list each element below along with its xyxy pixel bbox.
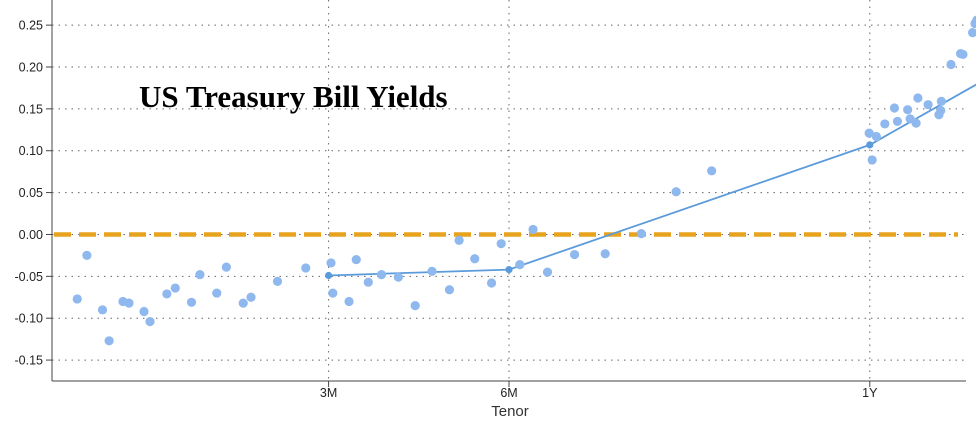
scatter-point (958, 49, 968, 60)
scatter-point (97, 305, 108, 315)
y-tick-label: 0.10 (19, 144, 43, 158)
scatter-point (671, 187, 681, 197)
scatter-point (946, 59, 956, 70)
scatter-point (444, 285, 455, 295)
scatter-point (892, 116, 903, 127)
scatter-point (454, 235, 464, 245)
scatter-point (968, 28, 976, 38)
scatter-point (528, 224, 538, 235)
chart-title: US Treasury Bill Yields (139, 79, 448, 114)
curve-node (866, 141, 874, 149)
scatter-point (903, 105, 913, 115)
scatter-point (923, 100, 933, 110)
scatter-point (195, 270, 205, 280)
scatter-point (376, 270, 387, 280)
scatter-point (600, 249, 610, 259)
scatter-point (470, 254, 480, 264)
scatter-point (542, 267, 553, 277)
scatter-point (351, 254, 361, 265)
scatter-point (427, 266, 437, 276)
curve-node (505, 266, 513, 274)
scatter-point (486, 278, 497, 288)
scatter-point (212, 288, 222, 298)
y-tick-label: 0.25 (19, 19, 43, 33)
axes: 0.25 0.20 0.15 0.10 0.05 0.00 -0.05 -0.10 -0.15 3… (15, 0, 966, 400)
scatter-point (515, 260, 525, 270)
scatter-point (880, 119, 890, 129)
y-tick-label: -0.10 (15, 312, 44, 326)
y-tick-label: 0.15 (19, 102, 43, 116)
scatter-point (221, 262, 231, 272)
y-tick-label: 0.20 (19, 60, 43, 74)
scatter-series (72, 15, 976, 346)
scatter-point (186, 297, 197, 307)
scatter-point (145, 316, 155, 327)
scatter-point (867, 155, 877, 165)
scatter-point (871, 131, 882, 142)
x-axis-label: Tenor (491, 403, 529, 420)
scatter-point (162, 289, 172, 299)
scatter-point (326, 258, 336, 268)
yield-curve-line (328, 83, 976, 277)
y-tick-label: -0.05 (15, 270, 44, 284)
y-tick-label: 0.05 (19, 186, 43, 200)
scatter-point (301, 263, 311, 273)
x-tick-label: 3M (320, 386, 337, 400)
scatter-point (864, 128, 874, 138)
scatter-point (569, 249, 580, 260)
curve-line-series (325, 83, 976, 280)
scatter-point (238, 298, 248, 308)
scatter-point (889, 103, 900, 113)
scatter-point (707, 166, 717, 176)
scatter-point (124, 298, 134, 308)
x-tick-label: 6M (500, 386, 517, 400)
scatter-point (363, 277, 373, 287)
grid (52, 0, 966, 381)
x-tick-label: 1Y (862, 386, 878, 400)
scatter-point (328, 288, 338, 298)
scatter-point (246, 292, 256, 302)
scatter-point (911, 118, 921, 128)
scatter-point (393, 272, 403, 282)
scatter-point (913, 93, 923, 103)
scatter-point (82, 250, 92, 260)
scatter-point (936, 96, 946, 106)
scatter-point (272, 276, 283, 286)
scatter-point (410, 301, 420, 311)
scatter-point (972, 15, 976, 25)
y-tick-label: -0.15 (15, 354, 44, 368)
scatter-point (496, 239, 506, 249)
scatter-point (936, 105, 946, 116)
scatter-point (344, 296, 354, 307)
scatter-point (139, 306, 149, 317)
scatter-point (636, 229, 646, 239)
y-tick-label: 0.00 (19, 228, 43, 242)
scatter-point (104, 336, 114, 346)
scatter-point (72, 294, 82, 304)
curve-node (325, 271, 333, 280)
scatter-point (170, 283, 180, 293)
